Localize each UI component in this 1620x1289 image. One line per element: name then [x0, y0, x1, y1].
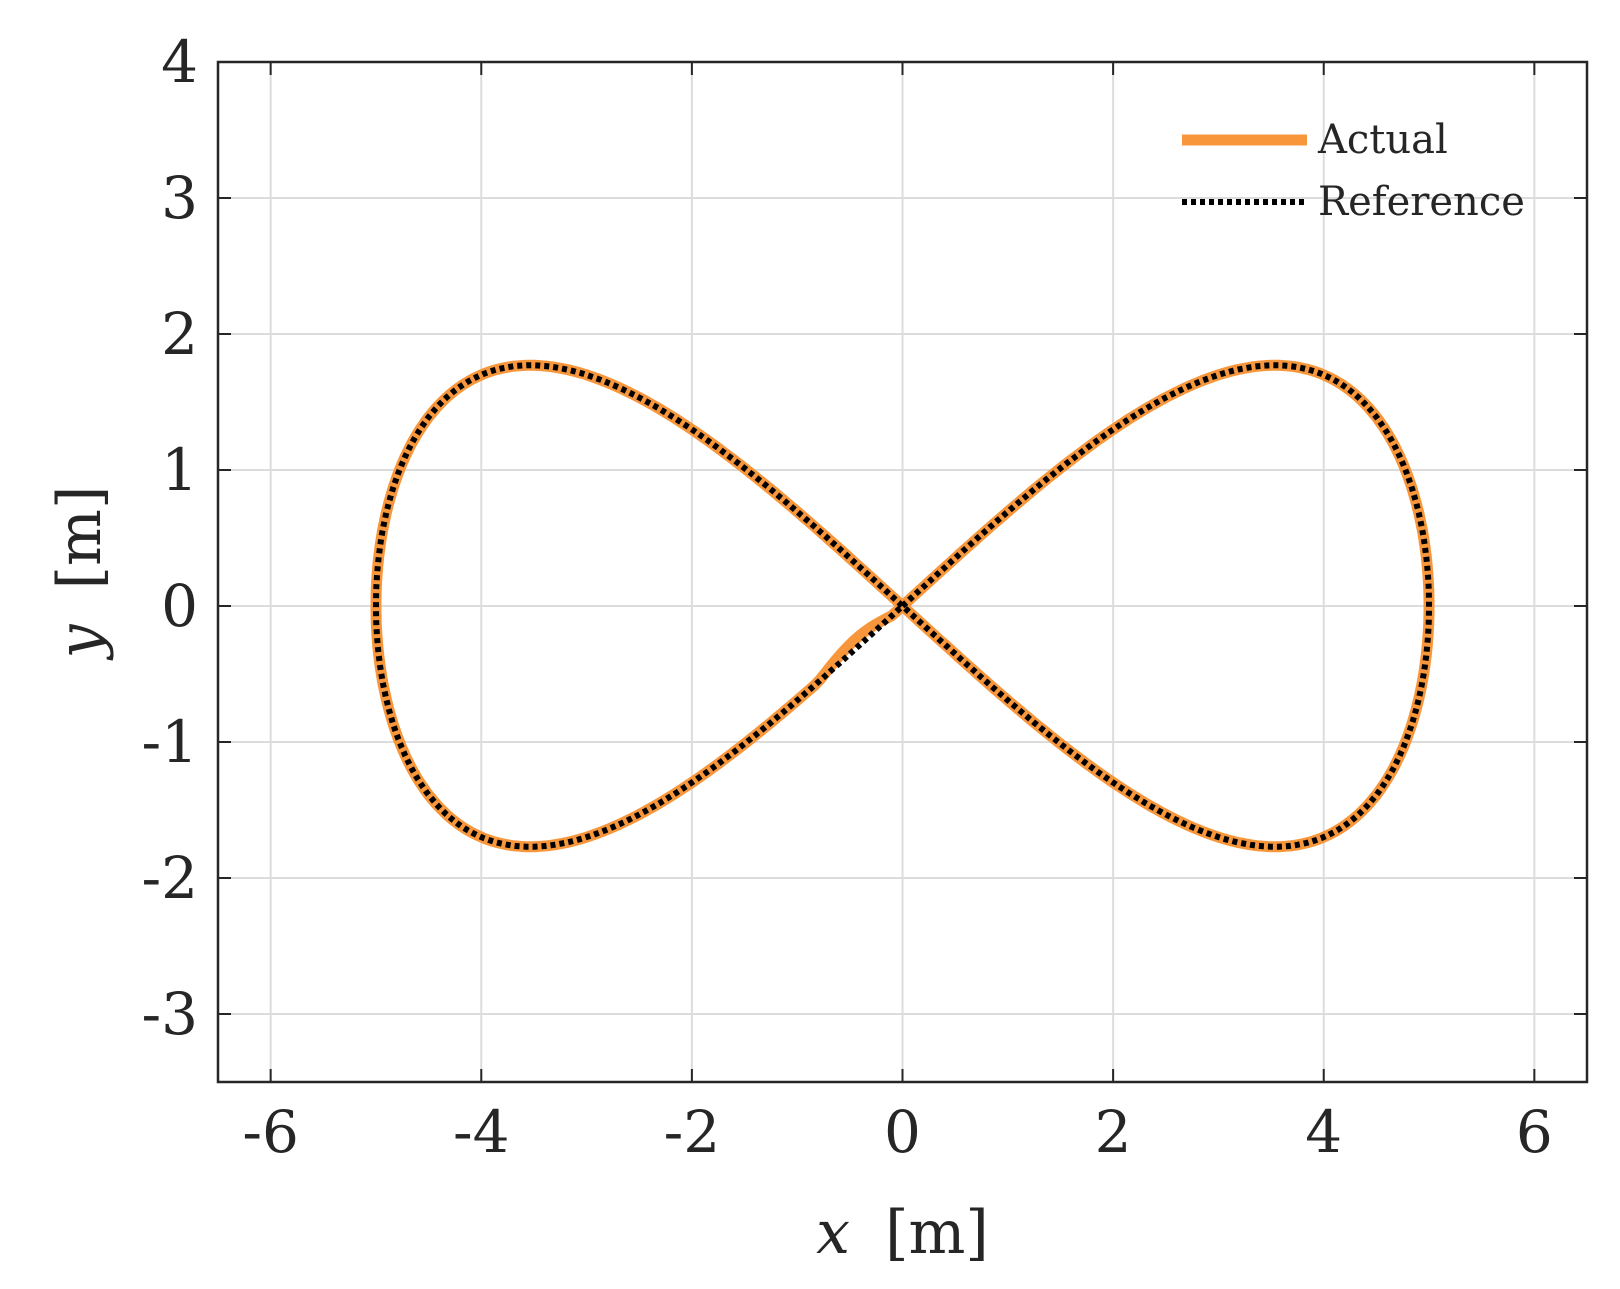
y-tick-label: 0 — [161, 572, 198, 640]
x-axis-variable: x — [816, 1198, 850, 1268]
y-tick-label: 1 — [161, 436, 198, 504]
legend-label-reference: Reference — [1318, 179, 1525, 225]
x-tick-label: -2 — [664, 1098, 721, 1166]
y-axis-label: y [m] — [45, 486, 115, 662]
y-axis-variable: y — [45, 623, 115, 661]
series-reference-line — [373, 362, 1432, 850]
grid — [218, 61, 1587, 1082]
plot-series — [370, 359, 1435, 853]
x-tick-label: -6 — [242, 1098, 299, 1166]
y-axis-unit: [m] — [45, 486, 115, 590]
legend-label-actual: Actual — [1317, 117, 1448, 163]
x-tick-label: -4 — [453, 1098, 510, 1166]
ticks — [218, 61, 1587, 1082]
y-tick-labels: -3 -2 -1 0 1 2 3 4 — [142, 28, 199, 1048]
y-tick-label: 3 — [161, 164, 198, 232]
x-axis-label: x [m] — [816, 1198, 989, 1268]
y-tick-label: -2 — [142, 844, 199, 912]
y-tick-label: -1 — [142, 708, 199, 776]
y-tick-label: 2 — [161, 300, 198, 368]
x-tick-label: 4 — [1305, 1098, 1342, 1166]
legend: Actual Reference — [1182, 117, 1525, 225]
x-tick-label: 6 — [1516, 1098, 1553, 1166]
y-tick-label: -3 — [142, 980, 199, 1048]
y-tick-label: 4 — [161, 28, 198, 96]
x-tick-label: 0 — [884, 1098, 921, 1166]
x-axis-unit: [m] — [885, 1198, 989, 1268]
x-tick-labels: -6 -4 -2 0 2 4 6 — [242, 1098, 1552, 1166]
x-tick-label: 2 — [1095, 1098, 1132, 1166]
